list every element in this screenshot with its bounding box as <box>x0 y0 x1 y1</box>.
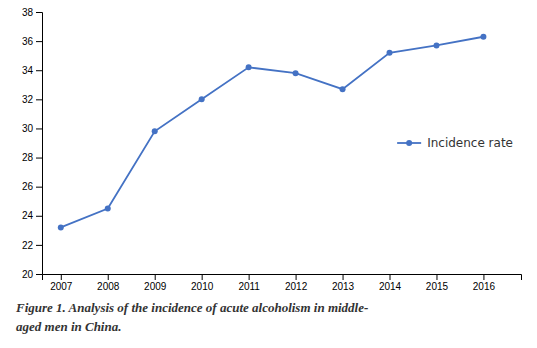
x-tick: 2011 <box>238 274 260 292</box>
marker <box>293 70 299 76</box>
marker <box>340 86 346 92</box>
y-tick-mark <box>36 99 42 100</box>
y-tick-label: 32 <box>22 94 34 105</box>
x-tick-mark <box>436 274 437 280</box>
y-tick: 30 <box>22 123 42 134</box>
y-tick-label: 28 <box>22 152 34 163</box>
x-tick-label: 2012 <box>285 281 308 292</box>
x-tick-label: 2015 <box>426 281 449 292</box>
marker <box>433 42 439 48</box>
legend-item: Incidence rate <box>397 136 513 150</box>
caption: Figure 1. Analysis of the incidence of a… <box>15 300 368 315</box>
x-tick: 2012 <box>285 274 308 292</box>
y-tick: 34 <box>22 65 42 76</box>
x-tick-label: 2010 <box>191 281 214 292</box>
chart: 2007 2008 2009 2010 2011 2012 2013 2014 2015 2016… <box>0 0 537 348</box>
x-tick: 2013 <box>332 274 355 292</box>
y-tick-mark <box>36 128 42 129</box>
x-tick-mark <box>296 274 297 280</box>
y-tick: 32 <box>22 94 42 105</box>
x-tick-mark <box>343 274 344 280</box>
x-tick: 2014 <box>379 274 402 292</box>
marker <box>246 64 252 70</box>
x-tick-label: 2014 <box>379 281 402 292</box>
y-tick-label: 22 <box>22 240 34 251</box>
x-tick-label: 2013 <box>332 281 355 292</box>
y-tick: 22 <box>22 240 42 251</box>
marker <box>152 128 158 134</box>
y-tick: 36 <box>22 36 42 47</box>
x-tick: 2007 <box>50 274 73 292</box>
x-tick: 2016 <box>473 274 496 292</box>
x-axis-line <box>43 275 522 281</box>
x-tick-label: 2016 <box>473 281 496 292</box>
y-tick-label: 38 <box>22 7 34 18</box>
marker <box>105 206 111 212</box>
x-tick-mark <box>202 274 203 280</box>
y-tick-mark <box>36 274 42 275</box>
y-tick-label: 36 <box>22 36 34 47</box>
chart-container: 2007 2008 2009 2010 2011 2012 2013 2014 2015 2016… <box>0 0 537 348</box>
marker <box>199 96 205 102</box>
legend: Incidence rate <box>397 136 513 150</box>
plot-area <box>58 34 487 231</box>
x-tick-mark <box>61 274 62 280</box>
y-tick-label: 24 <box>22 210 34 221</box>
x-tick-mark <box>390 274 391 280</box>
y-tick-label: 34 <box>22 65 34 76</box>
y-tick: 26 <box>22 181 42 192</box>
y-tick-mark <box>36 70 42 71</box>
x-tick-mark <box>249 274 250 280</box>
x-tick-label: 2009 <box>144 281 167 292</box>
x-tick: 2015 <box>426 274 449 292</box>
legend-marker <box>406 140 412 146</box>
x-tick-mark <box>483 274 484 280</box>
legend-label: Incidence rate <box>427 136 513 150</box>
y-tick-label: 26 <box>22 181 34 192</box>
line <box>61 37 484 228</box>
x-tick-label: 2008 <box>97 281 120 292</box>
x-axis: 2007 2008 2009 2010 2011 2012 2013 2014 2015 2016 <box>43 274 522 292</box>
x-tick-mark <box>155 274 156 280</box>
y-axis-line <box>36 13 43 275</box>
x-tick: 2009 <box>144 274 167 292</box>
marker <box>58 224 64 230</box>
y-tick-mark <box>36 158 42 159</box>
y-tick-mark <box>36 12 42 13</box>
y-tick: 24 <box>22 210 42 221</box>
y-tick: 38 <box>22 7 42 18</box>
y-tick-mark <box>36 245 42 246</box>
x-tick-label: 2007 <box>50 281 73 292</box>
y-tick-mark <box>36 187 42 188</box>
y-tick-mark <box>36 216 42 217</box>
y-tick: 28 <box>22 152 42 163</box>
x-tick: 2008 <box>97 274 120 292</box>
marker <box>480 34 486 40</box>
y-tick-mark <box>36 41 42 42</box>
y-tick-label: 30 <box>22 123 34 134</box>
marker <box>387 50 393 56</box>
x-tick: 2010 <box>191 274 214 292</box>
y-tick-label: 20 <box>22 269 34 280</box>
y-axis: 20 22 24 26 28 30 32 34 36 38 <box>22 7 43 280</box>
x-tick-mark <box>108 274 109 280</box>
x-tick-label: 2011 <box>238 281 260 292</box>
y-tick: 20 <box>22 269 42 280</box>
caption: aged men in China. <box>16 319 121 334</box>
